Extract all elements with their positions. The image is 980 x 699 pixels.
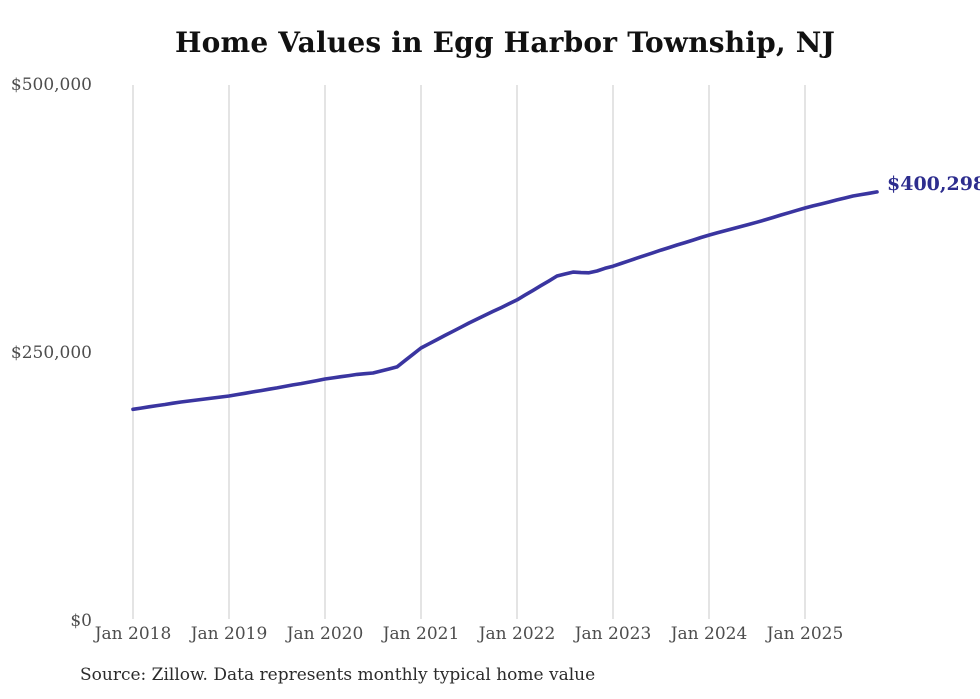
source-note: Source: Zillow. Data represents monthly … [80, 665, 596, 685]
x-tick-label: Jan 2022 [478, 624, 556, 644]
chart-title: Home Values in Egg Harbor Township, NJ [174, 26, 836, 59]
x-tick-label: Jan 2023 [574, 624, 652, 644]
home-value-line [131, 190, 879, 412]
y-tick-label: $500,000 [10, 75, 92, 95]
x-tick-label: Jan 2025 [766, 624, 844, 644]
y-tick-label: $250,000 [10, 343, 92, 363]
latest-value-label: $400,298 [887, 173, 980, 195]
x-tick-label: Jan 2021 [382, 624, 460, 644]
x-tick-label: Jan 2019 [190, 624, 268, 644]
x-tick-label: Jan 2018 [94, 624, 172, 644]
y-tick-label: $0 [70, 611, 92, 631]
x-tick-label: Jan 2024 [670, 624, 748, 644]
x-tick-label: Jan 2020 [286, 624, 364, 644]
vertical-gridlines [132, 85, 806, 619]
